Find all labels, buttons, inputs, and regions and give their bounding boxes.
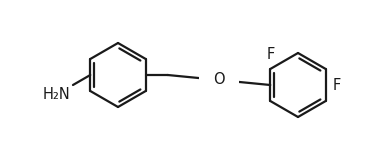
Text: F: F xyxy=(266,47,275,62)
Text: F: F xyxy=(333,78,341,92)
Text: H₂N: H₂N xyxy=(42,87,70,102)
Text: O: O xyxy=(213,73,225,87)
